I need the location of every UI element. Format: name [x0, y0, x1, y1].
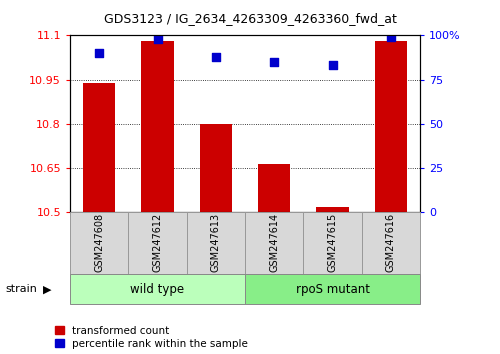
Text: GSM247608: GSM247608 [94, 212, 104, 272]
Point [270, 59, 278, 65]
Legend: transformed count, percentile rank within the sample: transformed count, percentile rank withi… [55, 326, 248, 349]
Bar [245, 212, 304, 274]
Bar [70, 274, 245, 304]
Point [328, 63, 336, 68]
Bar [375, 41, 407, 212]
Bar [70, 212, 128, 274]
Point [387, 34, 395, 40]
Bar [258, 164, 290, 212]
Bar [186, 212, 245, 274]
Bar [200, 124, 232, 212]
Bar [316, 206, 348, 212]
Text: strain: strain [5, 284, 37, 295]
Text: wild type: wild type [130, 283, 184, 296]
Bar [245, 274, 420, 304]
Text: GSM247616: GSM247616 [386, 212, 396, 272]
Text: GSM247613: GSM247613 [211, 212, 221, 272]
Bar [362, 212, 420, 274]
Bar [142, 41, 174, 212]
Text: rpoS mutant: rpoS mutant [296, 283, 370, 296]
Text: GDS3123 / IG_2634_4263309_4263360_fwd_at: GDS3123 / IG_2634_4263309_4263360_fwd_at [104, 12, 397, 25]
Bar [304, 212, 362, 274]
Text: GSM247614: GSM247614 [269, 212, 279, 272]
Bar [128, 212, 186, 274]
Point [154, 36, 162, 42]
Point [95, 50, 103, 56]
Point [212, 54, 220, 59]
Text: ▶: ▶ [42, 284, 51, 295]
Text: GSM247612: GSM247612 [152, 212, 162, 272]
Bar [83, 82, 115, 212]
Text: GSM247615: GSM247615 [328, 212, 338, 272]
